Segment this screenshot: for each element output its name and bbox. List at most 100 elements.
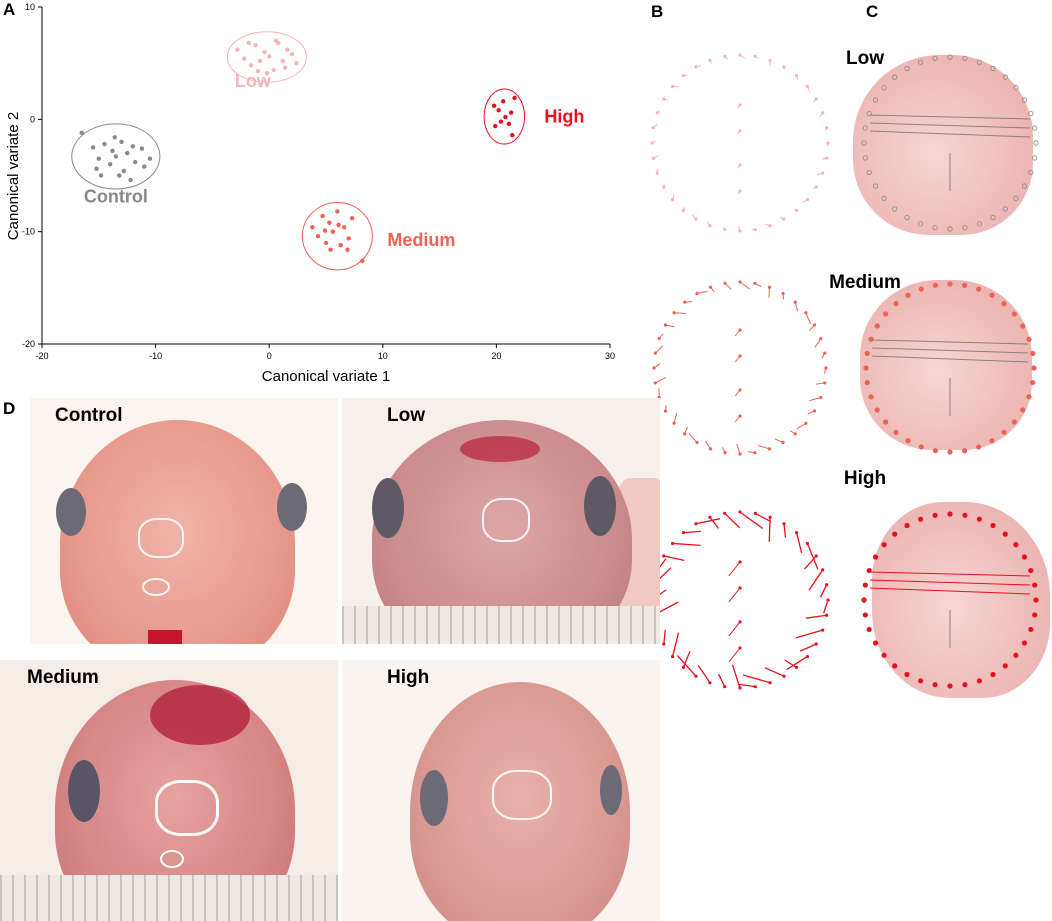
eye-right <box>277 483 307 531</box>
overlay-landmark <box>1020 407 1026 413</box>
overlay-connection-line <box>869 571 1031 577</box>
overlay-landmark <box>904 522 910 529</box>
landmark-point <box>670 84 675 89</box>
landmark-point <box>821 568 825 572</box>
overlay-landmark <box>881 542 887 548</box>
landmark-point <box>708 447 713 451</box>
overlay-landmark <box>1002 531 1008 537</box>
point-control <box>142 164 147 169</box>
overlay-landmark <box>861 597 867 603</box>
landmark-vector <box>671 632 680 657</box>
landmark-vector <box>663 555 685 562</box>
landmark-point <box>723 228 727 232</box>
overlay-landmark <box>989 438 995 444</box>
landmark-point <box>812 323 817 327</box>
point-low <box>242 56 247 61</box>
landmark-point <box>781 440 785 445</box>
landmark-point <box>812 409 817 413</box>
point-control <box>102 141 107 147</box>
point-low <box>267 54 272 59</box>
overlay-landmark <box>881 85 887 91</box>
overlay-landmark <box>892 74 898 80</box>
landmark-point <box>708 681 712 685</box>
overlay-photo-low <box>853 55 1033 235</box>
overlay-photo-high <box>872 502 1050 698</box>
landmark-point <box>753 228 757 232</box>
landmark-point <box>681 530 686 535</box>
eye-left <box>420 770 448 826</box>
landmark-point <box>768 224 772 228</box>
point-control <box>132 159 138 165</box>
cva-scatter-plot: -20 -10 0 10 20 30 10 0 -10 -20 Control Low Medium H… <box>5 2 615 385</box>
landmark-point <box>794 530 799 535</box>
panel-letter-b: B <box>651 2 664 21</box>
landmark-vector <box>739 511 764 529</box>
landmark-vector <box>783 523 787 538</box>
overlay-landmark <box>904 671 910 678</box>
point-medium <box>320 213 325 219</box>
overlay-landmark <box>990 671 996 678</box>
landmark-point <box>804 421 808 425</box>
photo-low <box>342 398 660 644</box>
overlay-landmark <box>947 281 953 287</box>
landmark-point <box>662 185 666 189</box>
point-high <box>506 121 512 127</box>
landmark-point <box>819 336 823 341</box>
overlay-landmark <box>1002 74 1008 80</box>
landmark-vector <box>674 312 687 315</box>
point-low <box>255 68 261 74</box>
point-low <box>262 49 267 55</box>
point-control <box>107 162 113 167</box>
overlay-landmark <box>1033 597 1039 603</box>
landmark-point <box>738 229 742 233</box>
overlay-landmark <box>1011 311 1017 317</box>
overlay-landmark <box>883 419 889 425</box>
point-high <box>503 114 508 120</box>
landmark-vector <box>809 396 821 402</box>
point-low <box>264 71 270 76</box>
landmark-vector <box>688 433 698 443</box>
landmark-vector <box>736 443 741 455</box>
landmark-point <box>821 171 825 175</box>
stomodeum <box>138 518 184 558</box>
overlay-landmark <box>1030 350 1036 357</box>
landmark-vector <box>739 281 751 290</box>
point-control <box>125 150 130 156</box>
overlay-landmark <box>868 336 874 342</box>
overlay-landmark <box>1020 323 1026 329</box>
group-label-control: Control <box>84 186 148 206</box>
point-control <box>117 173 122 178</box>
landmark-point <box>663 323 668 327</box>
landmark-point <box>826 141 830 145</box>
overlay-landmark <box>917 516 924 522</box>
overlay-landmark <box>872 640 879 646</box>
overlay-landmark <box>962 55 968 61</box>
overlay-landmark <box>962 682 968 688</box>
landmark-vector <box>786 656 808 671</box>
landmark-point <box>814 97 818 101</box>
landmark-point <box>670 654 675 659</box>
overlay-landmark <box>947 683 953 689</box>
plot-axes <box>41 7 610 345</box>
ruler <box>342 606 660 644</box>
point-control <box>139 146 145 151</box>
point-low <box>294 60 299 66</box>
point-medium <box>349 215 355 221</box>
point-control <box>79 130 84 136</box>
point-medium <box>328 247 333 252</box>
overlay-landmark <box>990 522 996 529</box>
eye-left <box>68 760 100 822</box>
point-control <box>96 156 102 161</box>
overlay-connection-line <box>871 339 1029 345</box>
overlay-landmark <box>861 140 867 146</box>
overlay-landmark <box>904 214 910 221</box>
landmark-point <box>768 681 772 685</box>
landmark-point <box>805 197 810 202</box>
point-control <box>112 135 117 140</box>
overlay-landmark <box>1013 652 1019 658</box>
overlay-landmark <box>893 429 899 435</box>
landmark-point <box>652 366 656 370</box>
photo-label-control: Control <box>55 405 123 426</box>
point-medium <box>346 236 351 241</box>
landmark-vector <box>737 190 741 195</box>
